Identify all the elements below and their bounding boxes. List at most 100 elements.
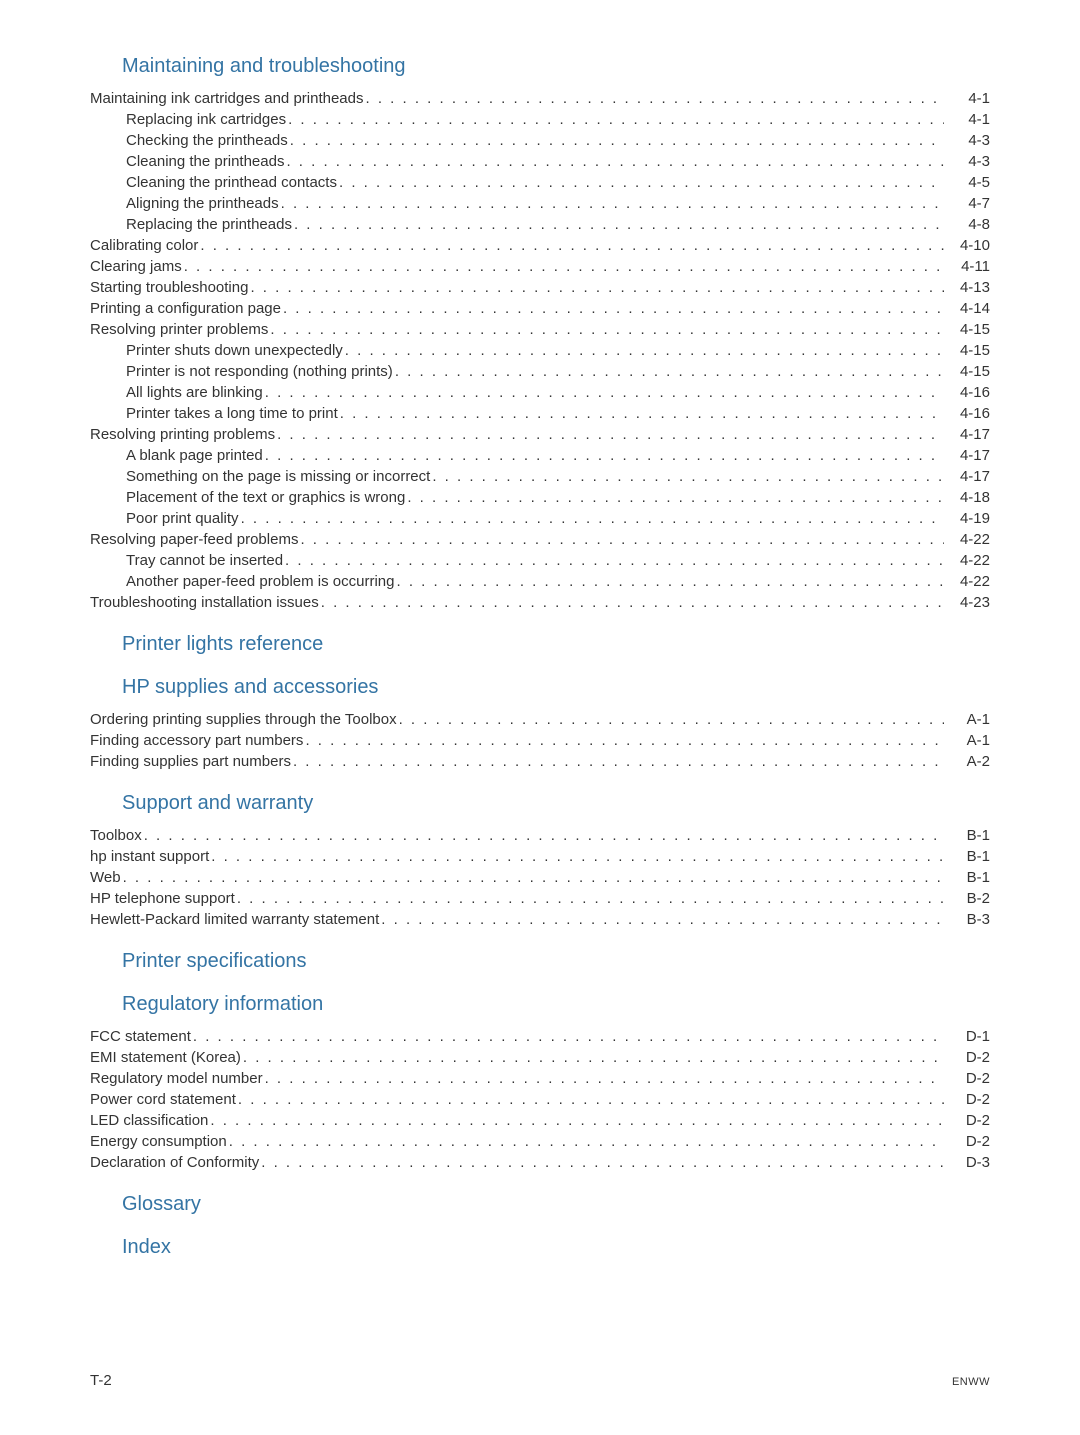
toc-entry-page: 4-13 xyxy=(946,277,990,298)
toc-entry[interactable]: Aligning the printheads 4-7 xyxy=(126,193,990,214)
toc-entry[interactable]: Checking the printheads4-3 xyxy=(126,130,990,151)
toc-entry[interactable]: Printer is not responding (nothing print… xyxy=(126,361,990,382)
toc-leader-dots xyxy=(265,382,944,403)
toc-entry[interactable]: Poor print quality 4-19 xyxy=(126,508,990,529)
toc-leader-dots xyxy=(286,151,944,172)
section-heading[interactable]: Maintaining and troubleshooting xyxy=(122,55,990,78)
toc-entry-label: Cleaning the printhead contacts xyxy=(126,172,337,193)
toc-entry[interactable]: Web B-1 xyxy=(90,867,990,888)
toc-entry[interactable]: hp instant support B-1 xyxy=(90,846,990,867)
toc-entry-page: 4-10 xyxy=(946,235,990,256)
toc-entry-label: Replacing the printheads xyxy=(126,214,292,235)
toc-entry[interactable]: Something on the page is missing or inco… xyxy=(126,466,990,487)
toc-entry-page: A-2 xyxy=(946,751,990,772)
toc-entry-label: Replacing ink cartridges xyxy=(126,109,286,130)
toc-entry-page: 4-22 xyxy=(946,550,990,571)
toc-entry[interactable]: Tray cannot be inserted 4-22 xyxy=(126,550,990,571)
toc-entry-page: B-1 xyxy=(946,846,990,867)
section-heading[interactable]: Support and warranty xyxy=(122,792,990,815)
toc-entry-page: 4-1 xyxy=(946,109,990,130)
toc-entry[interactable]: Calibrating color4-10 xyxy=(90,235,990,256)
toc-entry[interactable]: Declaration of Conformity D-3 xyxy=(90,1152,990,1173)
toc-entry-label: Resolving printing problems xyxy=(90,424,275,445)
toc-entry-label: Printing a configuration page xyxy=(90,298,281,319)
toc-entry-label: Regulatory model number xyxy=(90,1068,263,1089)
toc-entry-page: B-2 xyxy=(946,888,990,909)
toc-entry[interactable]: Another paper-feed problem is occurring … xyxy=(126,571,990,592)
toc-entry[interactable]: Regulatory model number D-2 xyxy=(90,1068,990,1089)
toc-entry-page: B-1 xyxy=(946,867,990,888)
toc-entry[interactable]: Printer shuts down unexpectedly4-15 xyxy=(126,340,990,361)
section-heading[interactable]: Regulatory information xyxy=(122,993,990,1016)
toc-leader-dots xyxy=(399,709,944,730)
toc-entry[interactable]: EMI statement (Korea) D-2 xyxy=(90,1047,990,1068)
toc-entry[interactable]: Placement of the text or graphics is wro… xyxy=(126,487,990,508)
toc-entry-label: Web xyxy=(90,867,121,888)
toc-entry[interactable]: HP telephone support B-2 xyxy=(90,888,990,909)
toc-entry-label: HP telephone support xyxy=(90,888,235,909)
toc-entry-label: Clearing jams xyxy=(90,256,182,277)
toc-entry[interactable]: Ordering printing supplies through the T… xyxy=(90,709,990,730)
toc-entry[interactable]: Toolbox B-1 xyxy=(90,825,990,846)
toc-entry[interactable]: Resolving printing problems4-17 xyxy=(90,424,990,445)
toc-entry-page: 4-15 xyxy=(946,319,990,340)
section-heading[interactable]: HP supplies and accessories xyxy=(122,676,990,699)
toc-entry[interactable]: Resolving printer problems4-15 xyxy=(90,319,990,340)
toc-entry[interactable]: Power cord statement D-2 xyxy=(90,1089,990,1110)
section-heading[interactable]: Index xyxy=(122,1236,990,1259)
toc-leader-dots xyxy=(345,340,944,361)
section-heading[interactable]: Printer specifications xyxy=(122,950,990,973)
toc-leader-dots xyxy=(250,277,944,298)
toc-entry[interactable]: Finding accessory part numbers A-1 xyxy=(90,730,990,751)
toc-leader-dots xyxy=(229,1131,944,1152)
toc-entry[interactable]: LED classification D-2 xyxy=(90,1110,990,1131)
toc-entry[interactable]: Hewlett-Packard limited warranty stateme… xyxy=(90,909,990,930)
toc-leader-dots xyxy=(305,730,944,751)
toc-entry[interactable]: Replacing ink cartridges 4-1 xyxy=(126,109,990,130)
toc-leader-dots xyxy=(270,319,944,340)
toc-entry[interactable]: Printer takes a long time to print4-16 xyxy=(126,403,990,424)
toc-entry-page: D-2 xyxy=(946,1089,990,1110)
toc-entry-label: Ordering printing supplies through the T… xyxy=(90,709,397,730)
toc-entry[interactable]: Cleaning the printheads4-3 xyxy=(126,151,990,172)
toc-entry-page: 4-11 xyxy=(946,256,990,277)
toc-entry[interactable]: Troubleshooting installation issues4-23 xyxy=(90,592,990,613)
toc-leader-dots xyxy=(396,571,944,592)
toc-entry-label: Tray cannot be inserted xyxy=(126,550,283,571)
toc-entry-label: All lights are blinking xyxy=(126,382,263,403)
toc-leader-dots xyxy=(123,867,944,888)
toc-entry[interactable]: Energy consumption D-2 xyxy=(90,1131,990,1152)
toc-entry-label: Placement of the text or graphics is wro… xyxy=(126,487,405,508)
toc-entry[interactable]: Replacing the printheads4-8 xyxy=(126,214,990,235)
toc-entry[interactable]: Clearing jams 4-11 xyxy=(90,256,990,277)
toc-leader-dots xyxy=(238,1089,944,1110)
toc-entry[interactable]: A blank page printed4-17 xyxy=(126,445,990,466)
toc-leader-dots xyxy=(211,846,944,867)
toc-entry[interactable]: Maintaining ink cartridges and printhead… xyxy=(90,88,990,109)
toc-leader-dots xyxy=(283,298,944,319)
section-heading[interactable]: Printer lights reference xyxy=(122,633,990,656)
toc-entry-page: 4-3 xyxy=(946,151,990,172)
toc-entry[interactable]: Resolving paper-feed problems4-22 xyxy=(90,529,990,550)
page-footer: T-2 ENWW xyxy=(90,1372,990,1389)
toc-entry[interactable]: Finding supplies part numbers A-2 xyxy=(90,751,990,772)
footer-page-number: T-2 xyxy=(90,1372,112,1389)
toc-entry[interactable]: FCC statement D-1 xyxy=(90,1026,990,1047)
toc-entry[interactable]: Printing a configuration page4-14 xyxy=(90,298,990,319)
toc-leader-dots xyxy=(293,751,944,772)
toc-entry-label: LED classification xyxy=(90,1110,208,1131)
toc-block: Maintaining ink cartridges and printhead… xyxy=(90,88,990,613)
toc-entry-label: Finding supplies part numbers xyxy=(90,751,291,772)
toc-entry[interactable]: Starting troubleshooting4-13 xyxy=(90,277,990,298)
toc-leader-dots xyxy=(432,466,944,487)
section-heading[interactable]: Glossary xyxy=(122,1193,990,1216)
toc-entry-label: EMI statement (Korea) xyxy=(90,1047,241,1068)
toc-leader-dots xyxy=(407,487,944,508)
toc-entry-page: D-3 xyxy=(946,1152,990,1173)
toc-entry-page: 4-15 xyxy=(946,361,990,382)
toc-entry[interactable]: All lights are blinking4-16 xyxy=(126,382,990,403)
toc-entry-label: Something on the page is missing or inco… xyxy=(126,466,430,487)
toc-leader-dots xyxy=(366,88,945,109)
toc-entry-page: B-3 xyxy=(946,909,990,930)
toc-entry[interactable]: Cleaning the printhead contacts4-5 xyxy=(126,172,990,193)
